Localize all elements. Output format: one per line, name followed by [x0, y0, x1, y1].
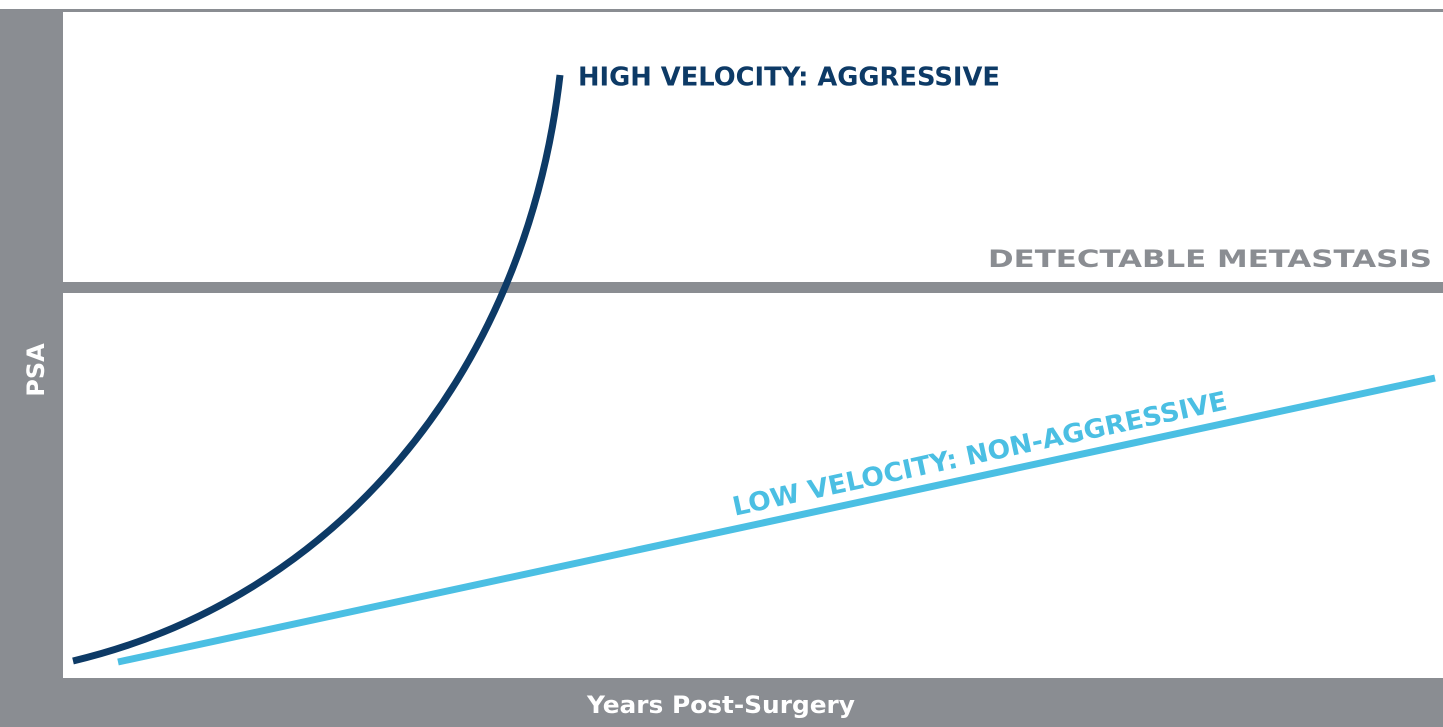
threshold-label: DETECTABLE METASTASIS	[988, 245, 1432, 273]
low-velocity-line	[117, 374, 1436, 666]
high-velocity-curve	[72, 74, 564, 665]
y-axis-band	[0, 9, 63, 727]
high-velocity-label: HIGH VELOCITY: AGGRESSIVE	[578, 63, 1000, 93]
threshold-line	[63, 282, 1443, 293]
top-border	[0, 9, 1443, 12]
y-axis-label: PSA	[22, 343, 50, 397]
x-axis-label: Years Post-Surgery	[586, 691, 855, 719]
x-axis-band	[0, 678, 1443, 727]
